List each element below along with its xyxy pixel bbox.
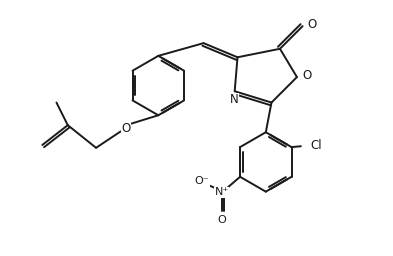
Text: O: O <box>308 18 317 31</box>
Text: Cl: Cl <box>310 139 321 152</box>
Text: O: O <box>217 215 226 225</box>
Text: O: O <box>121 122 130 134</box>
Text: N⁺: N⁺ <box>215 187 229 197</box>
Text: N: N <box>230 93 239 106</box>
Text: O: O <box>302 69 311 82</box>
Text: O⁻: O⁻ <box>195 176 209 186</box>
